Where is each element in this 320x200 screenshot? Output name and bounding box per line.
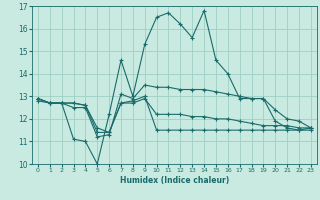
X-axis label: Humidex (Indice chaleur): Humidex (Indice chaleur) — [120, 176, 229, 185]
